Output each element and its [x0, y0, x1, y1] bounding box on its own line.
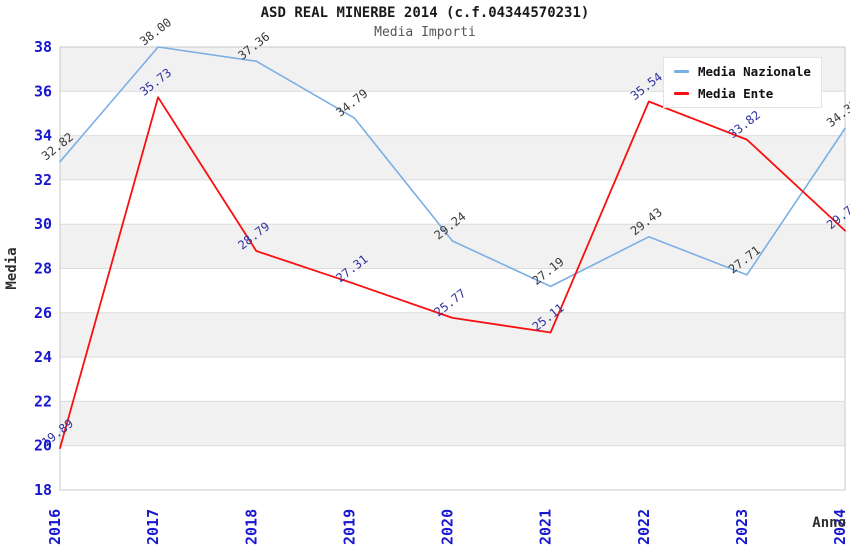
legend-line-swatch: [674, 70, 689, 73]
y-tick-label: 30: [34, 215, 52, 233]
x-tick-label: 2019: [340, 509, 358, 545]
x-tick-label: 2022: [635, 509, 653, 545]
y-tick-label: 24: [34, 348, 52, 366]
plot-band: [60, 224, 845, 269]
x-tick-label: 2020: [439, 509, 457, 545]
chart-title: ASD REAL MINERBE 2014 (c.f.04344570231): [260, 5, 590, 21]
series-line-media-ente: [59, 96, 846, 450]
y-axis-label: Media: [4, 247, 20, 289]
y-tick-label: 22: [34, 392, 52, 410]
y-tick-label: 34: [34, 127, 52, 145]
x-tick-label: 2016: [46, 509, 64, 545]
data-label: 38.00: [137, 15, 174, 48]
x-tick-label: 2017: [144, 509, 162, 545]
x-tick-label: 2023: [733, 509, 751, 545]
chart-subtitle: Media Importi: [374, 25, 476, 40]
plot-border: [59, 46, 846, 491]
plot-band: [60, 401, 845, 446]
x-axis-label: Anno: [812, 515, 846, 531]
legend-item-media-ente: Media Ente: [674, 86, 811, 101]
legend-label: Media Ente: [698, 86, 774, 101]
x-tick-label: 2021: [537, 509, 555, 545]
y-tick-label: 18: [34, 481, 52, 499]
legend: Media Nazionale Media Ente: [663, 57, 822, 108]
plot-band: [60, 135, 845, 180]
legend-label: Media Nazionale: [698, 64, 811, 79]
legend-item-media-nazionale: Media Nazionale: [674, 64, 811, 79]
y-tick-label: 32: [34, 171, 52, 189]
series-line-media-nazionale: [59, 46, 846, 288]
y-tick-label: 20: [34, 437, 52, 455]
data-label: 34.32: [824, 97, 850, 130]
y-tick-label: 28: [34, 260, 52, 278]
x-tick-label: 2024: [831, 509, 849, 545]
x-tick-label: 2018: [242, 509, 260, 545]
y-tick-label: 38: [34, 38, 52, 56]
plot-band: [60, 312, 845, 358]
y-tick-label: 26: [34, 304, 52, 322]
y-tick-label: 36: [34, 82, 52, 100]
legend-line-swatch: [674, 92, 689, 95]
